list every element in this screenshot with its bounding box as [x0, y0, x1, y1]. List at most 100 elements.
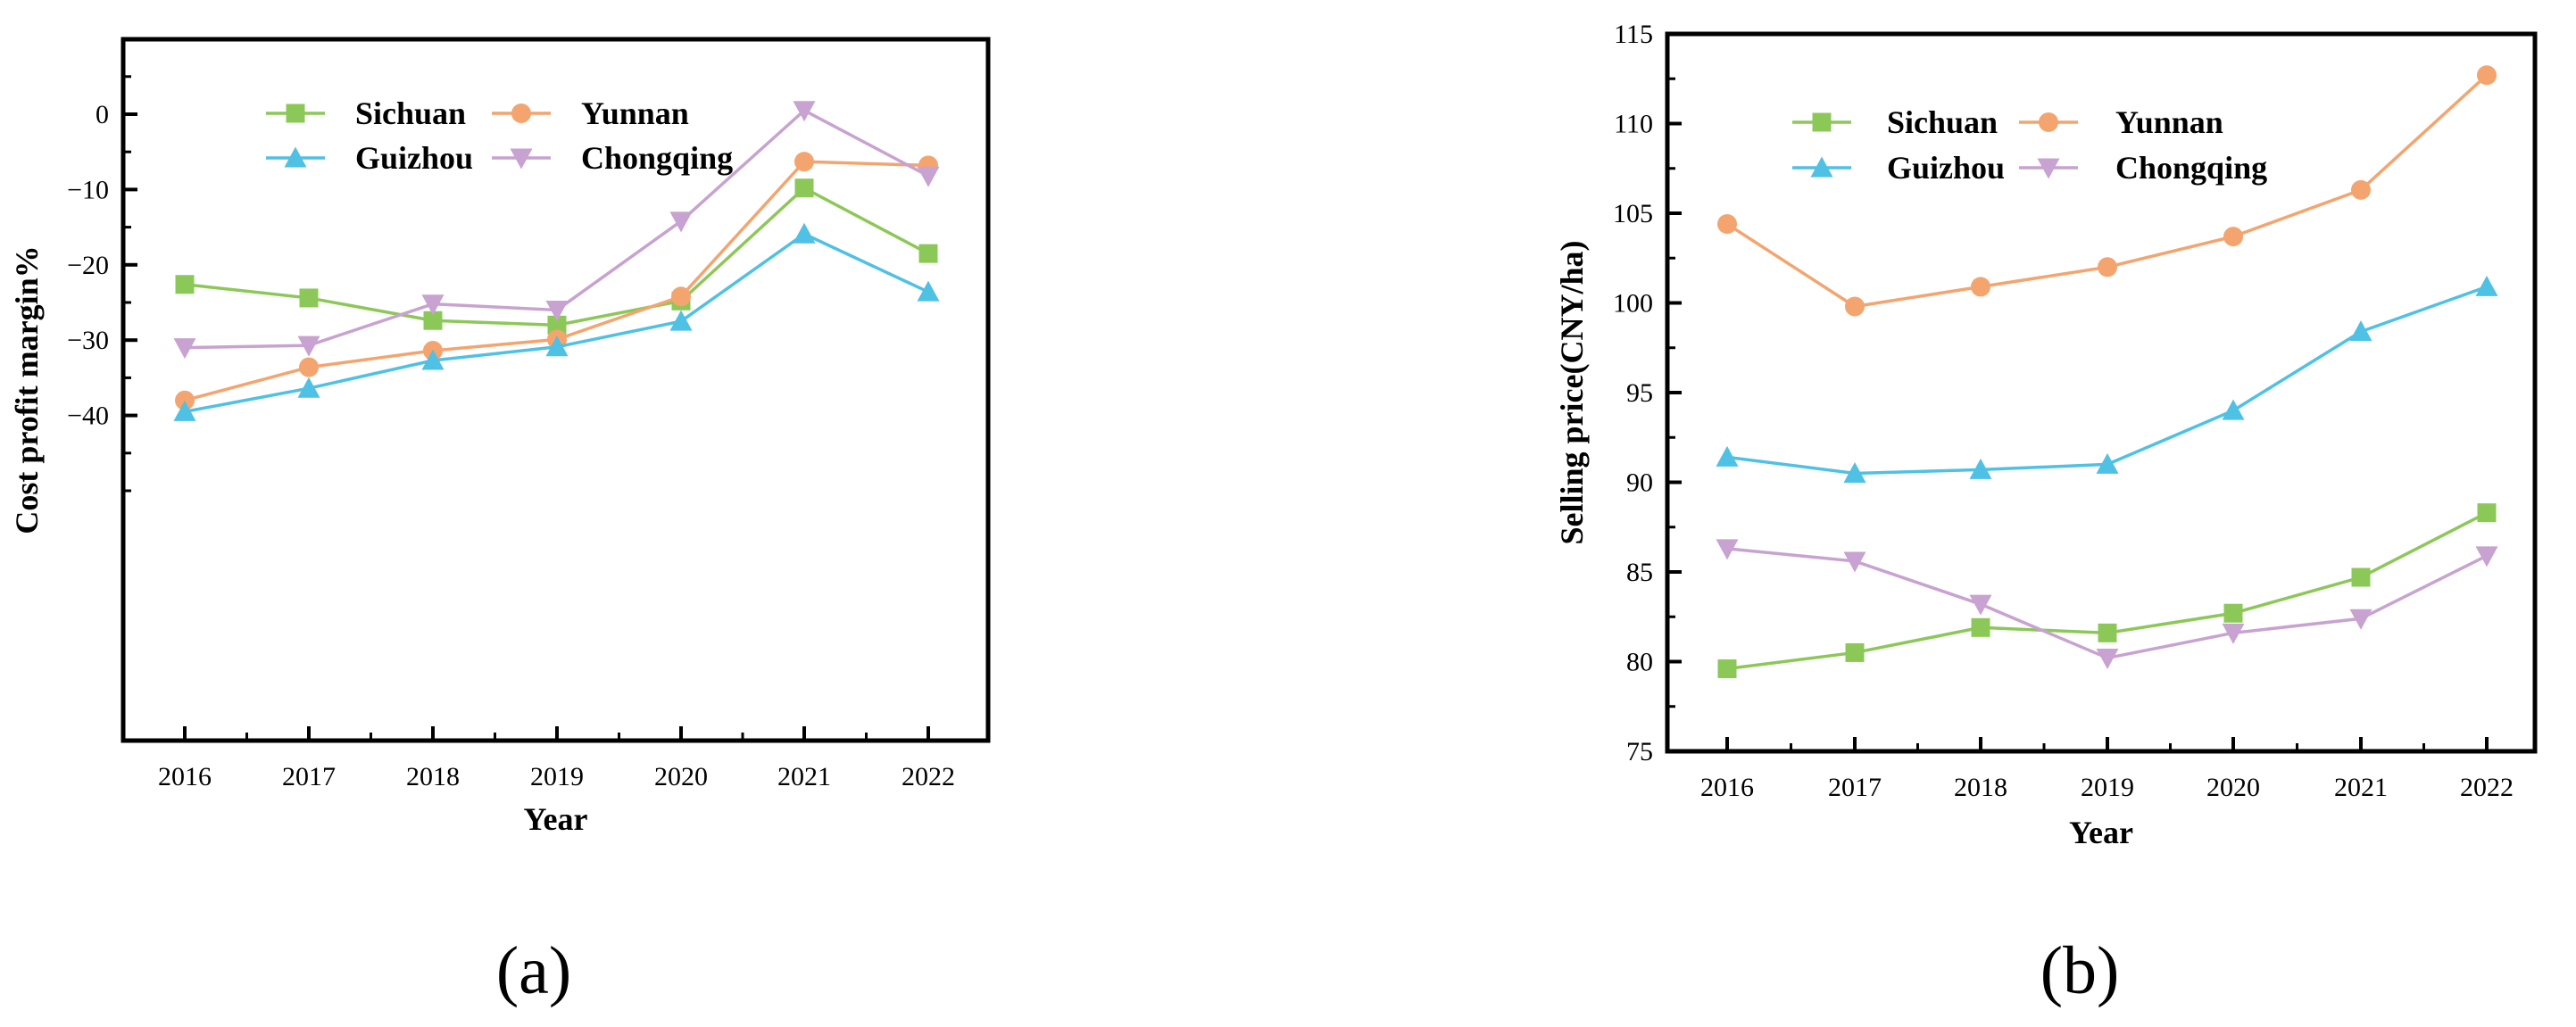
legend-marker [2039, 112, 2058, 132]
chart-panel-2: 75 80 85 90 95 100 105 110 115 2016 2017 2018 2019 20… [1554, 20, 2538, 1008]
y-tick-label: −10 [67, 175, 109, 204]
data-point [299, 288, 319, 308]
legend-label-guizhou: Guizhou [1887, 150, 2005, 186]
legend-marker [286, 104, 305, 123]
legend-marker [511, 104, 531, 123]
y-tick-label: 80 [1626, 648, 1653, 677]
legend-label-yunnan: Yunnan [581, 95, 689, 131]
panel-label: (b) [2040, 933, 2120, 1008]
data-point [669, 310, 693, 331]
data-point [545, 300, 569, 321]
legend-label-chongqing: Chongqing [581, 140, 733, 176]
legend-label-chongqing: Chongqing [2115, 150, 2267, 186]
x-tick-label: 2021 [777, 762, 831, 791]
y-tick-label: −20 [67, 251, 109, 280]
legend-label-guizhou: Guizhou [355, 140, 473, 176]
data-point [2477, 65, 2497, 86]
panel-label: (a) [496, 933, 571, 1008]
data-point [173, 400, 196, 421]
series-line [1726, 511, 2488, 671]
legend-marker [1812, 112, 1832, 132]
data-point [1845, 296, 1865, 317]
data-point [2098, 623, 2117, 642]
data-point [1717, 214, 1737, 235]
x-tick-label: 2016 [1700, 773, 1754, 802]
series-sichuan [1717, 503, 2497, 679]
data-point [2222, 623, 2245, 644]
x-tick-label: 2020 [654, 762, 708, 791]
x-tick-label: 2018 [406, 762, 460, 791]
data-point [1971, 277, 1990, 297]
data-point [669, 211, 693, 233]
legend: Sichuan Yunnan Guizhou Chongqing [266, 95, 733, 176]
series-guizhou [1716, 275, 2498, 483]
data-point [2477, 503, 2497, 523]
data-point [2349, 320, 2372, 342]
data-point [917, 166, 940, 187]
legend-label-sichuan: Sichuan [1887, 104, 1998, 140]
data-point [423, 311, 443, 330]
y-tick-label: 75 [1626, 737, 1653, 766]
data-point [2475, 546, 2498, 567]
data-point [671, 286, 691, 307]
y-tick-label: 95 [1626, 378, 1653, 408]
data-point [1971, 617, 1990, 637]
y-tick-label: −40 [67, 402, 109, 431]
x-tick-label: 2017 [282, 762, 336, 791]
x-axis-title: Year [524, 801, 588, 837]
data-point [545, 335, 569, 357]
series-yunnan [1717, 65, 2497, 317]
series-yunnan [175, 152, 938, 410]
data-point [2098, 257, 2117, 277]
data-point [2351, 567, 2371, 587]
data-point [421, 294, 445, 316]
data-point [297, 335, 320, 357]
data-point [2349, 609, 2372, 630]
x-tick-label: 2016 [158, 762, 212, 791]
data-point [2223, 603, 2243, 623]
y-tick-label: 90 [1626, 468, 1653, 498]
plot-frame [120, 37, 991, 743]
data-point [794, 152, 814, 172]
x-axis-title: Year [2069, 815, 2133, 850]
data-point [297, 377, 320, 398]
x-tick-label: 2021 [2334, 773, 2388, 802]
y-axis-title: Cost profit margin% [9, 245, 45, 534]
y-tick-label: 100 [1613, 289, 1653, 319]
data-point [1716, 445, 1739, 467]
series-guizhou [173, 222, 940, 421]
y-tick-label: 115 [1614, 20, 1653, 49]
data-point [421, 349, 445, 370]
data-point [1843, 551, 1866, 573]
data-point [1969, 594, 1992, 616]
data-point [547, 315, 567, 335]
y-tick-label: −30 [67, 326, 109, 355]
data-point [1717, 659, 1737, 679]
series-chongqing [1716, 539, 2498, 669]
x-tick-label: 2022 [902, 762, 955, 791]
data-point [175, 275, 195, 294]
legend-label-yunnan: Yunnan [2115, 104, 2223, 140]
x-tick-label: 2019 [530, 762, 584, 791]
y-tick-label: 110 [1614, 110, 1653, 139]
legend-marker [2037, 158, 2060, 179]
legend-marker [510, 148, 533, 170]
data-point [1843, 461, 1866, 483]
legend: Sichuan Yunnan Guizhou Chongqing [1792, 104, 2267, 186]
series-line [1726, 285, 2488, 476]
legend-marker [284, 146, 307, 168]
data-point [2223, 227, 2243, 247]
data-point [1845, 642, 1865, 662]
x-tick-label: 2018 [1954, 773, 2007, 802]
data-point [793, 101, 816, 122]
y-tick-label: 105 [1613, 199, 1653, 228]
data-point [2096, 648, 2119, 669]
data-point [2351, 179, 2371, 200]
chart-panel-1: −40 −30 −20 −10 0 2016 2017 2018 2019 2020 2021 202… [9, 37, 991, 1008]
data-point [1716, 539, 1739, 560]
data-point [299, 357, 319, 377]
data-point [794, 178, 814, 198]
data-point [175, 390, 195, 410]
y-tick-label: 0 [96, 100, 109, 129]
